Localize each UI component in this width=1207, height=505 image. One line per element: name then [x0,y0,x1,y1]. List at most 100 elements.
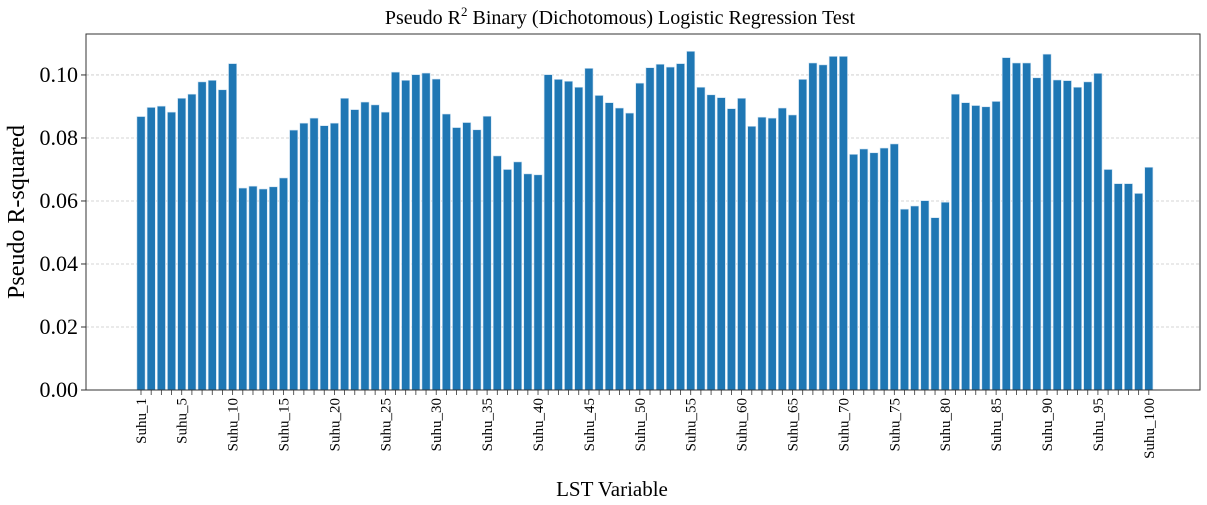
bar-Suhu_61 [747,126,757,391]
bar-Suhu_27 [401,80,411,391]
bar-Suhu_33 [462,122,472,391]
bar-Suhu_56 [696,86,706,391]
plot-frame [85,33,1201,391]
x-tick-label: Suhu_25 [378,398,394,451]
bar-Suhu_96 [1103,169,1113,391]
bar-Suhu_66 [798,79,808,391]
bar-Suhu_11 [238,187,248,391]
bar-Suhu_55 [686,51,696,391]
bar-Suhu_39 [523,173,533,391]
bar-Suhu_49 [625,112,635,391]
bar-Suhu_81 [950,93,960,391]
bar-Suhu_41 [543,74,553,391]
bar-Suhu_76 [900,208,909,391]
bar-Suhu_75 [889,143,899,391]
x-tick-label: Suhu_60 [735,398,751,451]
x-tick-label: Suhu_100 [1142,398,1158,459]
bar-Suhu_20 [330,122,339,391]
bar-Suhu_95 [1093,73,1103,391]
bar-Suhu_99 [1134,193,1144,391]
bar-Suhu_69 [828,56,838,391]
x-tick-label: Suhu_70 [836,398,852,451]
bar-Suhu_91 [1052,79,1062,391]
chart-title: Pseudo R2 Binary (Dichotomous) Logistic … [385,4,856,29]
bar-Suhu_4 [167,111,176,391]
bar-Suhu_79 [930,217,940,391]
x-tick-label: Suhu_20 [327,398,343,451]
bar-Suhu_78 [920,200,930,391]
bar-Suhu_50 [635,82,645,391]
bar-Suhu_47 [604,102,614,391]
bar-Suhu_21 [340,97,349,391]
bar-Suhu_13 [258,188,268,391]
y-tick-label: 0.00 [40,377,79,402]
bar-Suhu_45 [584,68,594,391]
x-tick-label: Suhu_35 [480,398,496,451]
x-tick-label: Suhu_80 [938,398,954,451]
bar-Suhu_87 [1012,62,1021,391]
bar-Suhu_54 [676,63,685,391]
bar-Suhu_89 [1032,77,1042,391]
bar-Suhu_98 [1124,183,1133,391]
bar-Suhu_97 [1113,183,1123,391]
chart-title-suffix: Binary (Dichotomous) Logistic Regression… [467,7,855,29]
bar-Suhu_88 [1022,62,1032,391]
bar-Suhu_46 [594,95,604,391]
bar-Suhu_16 [289,129,299,391]
bar-Suhu_40 [533,174,543,391]
x-tick-label: Suhu_50 [633,398,649,451]
bar-Suhu_14 [268,186,278,391]
bar-Suhu_93 [1073,86,1082,391]
y-tick-label: 0.10 [40,62,79,87]
bar-Suhu_73 [869,152,879,391]
bar-Suhu_3 [156,105,166,391]
x-tick-label: Suhu_85 [989,398,1005,451]
y-axis-label: Pseudo R-squared [4,125,30,299]
bar-Suhu_92 [1062,80,1072,391]
x-tick-label: Suhu_75 [887,398,903,451]
bar-Suhu_30 [431,78,441,391]
bar-Suhu_29 [421,72,431,391]
x-tick-label: Suhu_30 [429,398,445,451]
bar-Suhu_83 [971,105,981,391]
bar-Suhu_72 [859,148,869,391]
x-tick-label: Suhu_10 [226,398,242,451]
bar-Suhu_10 [228,63,238,391]
bar-Suhu_25 [380,111,390,391]
bar-Suhu_63 [767,117,777,391]
bar-Suhu_1 [136,116,146,391]
bars [136,51,1154,391]
chart-title-superscript: 2 [461,4,468,19]
bar-Suhu_86 [1001,57,1011,391]
bar-Suhu_52 [655,63,665,391]
bar-Suhu_60 [737,97,747,391]
x-tick-label: Suhu_55 [684,398,700,451]
x-tick-label: Suhu_1 [134,398,150,444]
bar-Suhu_28 [411,74,421,391]
bar-Suhu_77 [910,205,920,391]
bar-Suhu_57 [706,94,716,391]
x-tick-label: Suhu_40 [531,398,547,451]
bar-Suhu_24 [370,104,380,391]
bar-Suhu_48 [615,107,624,391]
y-axis-ticks: 0.00 0.02 0.04 0.06 0.08 0.10 [40,62,86,402]
bar-Suhu_17 [299,122,309,391]
bar-Suhu_37 [503,169,512,391]
bar-Suhu_36 [492,155,502,391]
bar-Suhu_8 [207,80,217,391]
bar-Suhu_70 [839,56,848,391]
bar-Suhu_94 [1083,81,1093,391]
x-tick-label: Suhu_5 [175,398,191,444]
bar-Suhu_43 [564,80,573,391]
bar-Suhu_32 [452,127,461,391]
bar-Suhu_9 [218,89,227,391]
chart-title-prefix: Pseudo R [385,7,462,29]
bar-Suhu_42 [553,79,563,391]
bar-Suhu_5 [177,97,187,391]
bar-Suhu_6 [187,93,197,391]
x-tick-label: Suhu_95 [1091,398,1107,451]
bar-Suhu_58 [716,97,726,391]
bar-Suhu_68 [818,64,828,391]
y-tick-label: 0.04 [40,251,79,276]
